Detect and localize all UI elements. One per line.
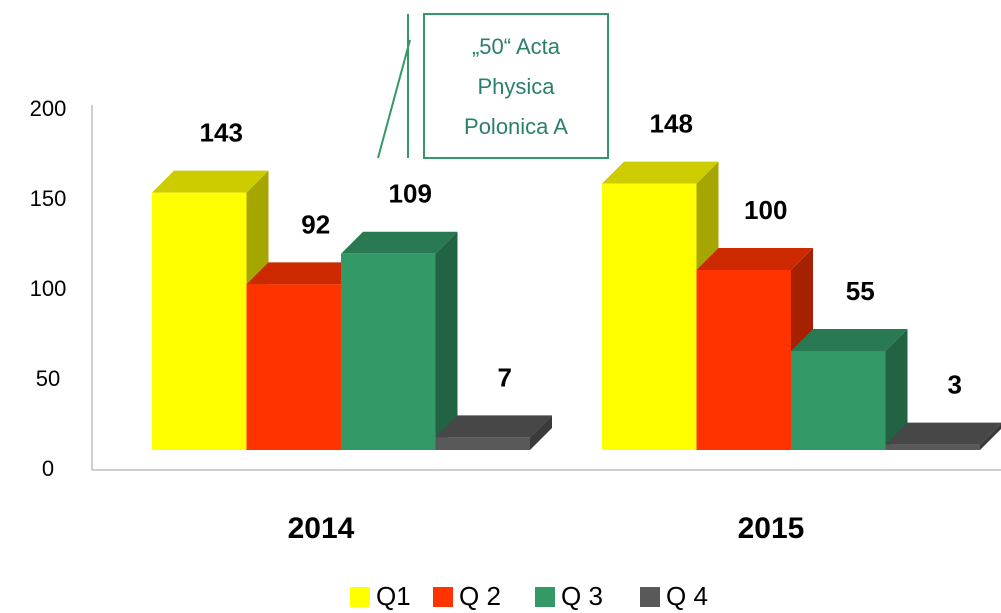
bar-front [152, 192, 247, 450]
bar-front [791, 351, 886, 450]
y-tick-label: 200 [30, 96, 67, 121]
y-tick-label: 0 [42, 456, 54, 481]
bar-top [791, 329, 908, 351]
legend-swatch [535, 587, 555, 607]
bar-top [885, 422, 1001, 445]
value-label: 55 [846, 276, 875, 306]
legend-swatch [640, 587, 660, 607]
bar-side [980, 423, 1001, 450]
bar-front [246, 284, 341, 450]
bar [341, 231, 458, 450]
value-label: 100 [744, 195, 787, 225]
legend-swatch [433, 587, 453, 607]
y-tick-label: 150 [30, 186, 67, 211]
bar-top [602, 161, 719, 184]
y-tick-label: 50 [36, 366, 60, 391]
bar [435, 415, 552, 450]
bar [791, 329, 908, 450]
bar [885, 422, 1001, 450]
annotation-text: Polonica A [464, 114, 568, 139]
value-label: 3 [948, 369, 962, 399]
y-tick-label: 100 [30, 276, 67, 301]
bar-front [435, 437, 530, 450]
bar-front [696, 270, 791, 450]
bar-side [435, 231, 458, 450]
legend-label: Q1 [376, 581, 411, 611]
x-tick-label: 2014 [288, 512, 355, 545]
value-label: 143 [200, 117, 243, 147]
bar-top [246, 262, 363, 285]
bar-side [530, 415, 552, 450]
bar-side [885, 329, 908, 450]
value-label: 7 [498, 362, 512, 392]
annotation-text: „50“ Acta [472, 34, 561, 59]
bar-top [152, 170, 269, 193]
bar-top [341, 231, 458, 254]
annotation-text: Physica [477, 74, 555, 99]
bar-front [885, 444, 980, 450]
legend-label: Q 3 [561, 581, 603, 611]
value-label: 92 [301, 209, 330, 239]
legend-label: Q 2 [459, 581, 501, 611]
value-label: 109 [389, 179, 432, 209]
bar-front [602, 183, 697, 450]
x-tick-label: 2015 [738, 512, 805, 545]
bar-top [696, 248, 813, 270]
legend-label: Q 4 [666, 581, 708, 611]
annotation-box [423, 13, 609, 159]
callout-line [377, 39, 411, 159]
bar-front [341, 253, 436, 450]
bar-top [435, 415, 552, 438]
value-label: 148 [650, 108, 693, 138]
legend-swatch [350, 587, 370, 607]
